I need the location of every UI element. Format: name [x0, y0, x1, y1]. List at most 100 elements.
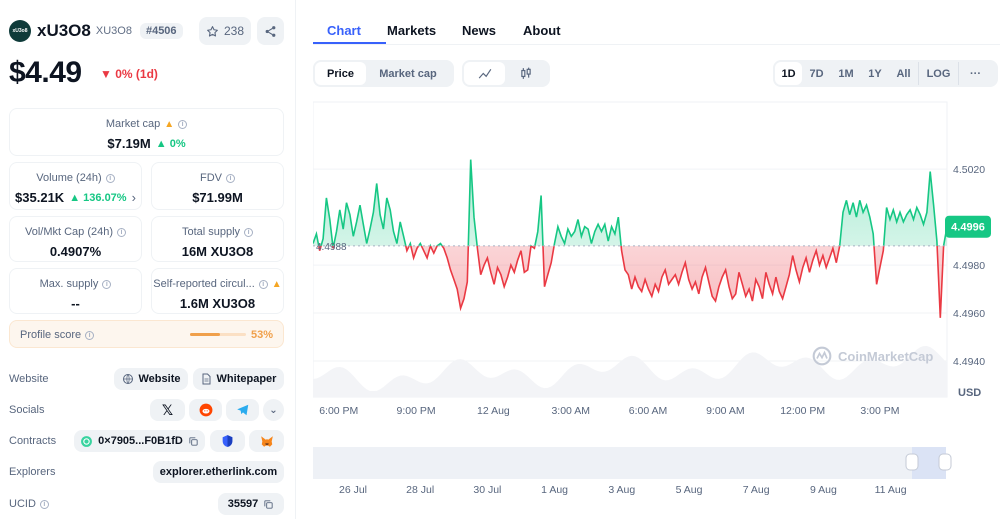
price-chart[interactable]: 4.4988 4.5020 4.4980 4.4960 4.4940 4.4996 USD 6… [313, 100, 1000, 420]
navigator-date-label: 11 Aug [875, 484, 907, 496]
volume-card[interactable]: Volume (24h) i $35.21K ▲ 136.07% › [9, 162, 142, 210]
copy-icon[interactable] [263, 499, 274, 510]
telegram-link[interactable] [226, 399, 259, 421]
price-toggle[interactable]: Price [315, 62, 366, 85]
navigator-date-label: 26 Jul [339, 484, 367, 496]
x-tick-label: 3:00 AM [551, 405, 590, 417]
watchlist-button[interactable]: 238 [199, 17, 251, 45]
info-icon[interactable]: i [39, 499, 49, 509]
market-cap-card: Market cap ▲ i $7.19M ▲ 0% [9, 108, 284, 156]
rank-badge: #4506 [139, 23, 183, 39]
tab-about[interactable]: About [523, 23, 561, 38]
range-navigator[interactable]: 26 Jul 28 Jul 30 Jul 1 Aug 3 Aug 5 Aug 7 Aug 9 … [313, 447, 953, 497]
x-tick-label: 9:00 AM [706, 405, 745, 417]
navigator-date-label: 30 Jul [473, 484, 501, 496]
telegram-icon [236, 404, 248, 416]
coin-name: xU3O8 [37, 21, 91, 40]
fdv-card: FDV i $71.99M [151, 162, 284, 210]
security-audit-button[interactable] [210, 430, 245, 452]
profile-score[interactable]: Profile score i 53% [9, 320, 284, 348]
max-supply-label: Max. supply [39, 278, 99, 290]
line-chart-toggle[interactable] [464, 62, 505, 85]
navigator-track [313, 447, 946, 479]
vol-mkt-card: Vol/Mkt Cap (24h) i 0.4907% [9, 216, 142, 262]
x-tick-label: 3:00 PM [860, 405, 899, 417]
price-area-down [318, 245, 944, 318]
total-supply-label: Total supply [181, 226, 241, 238]
price-change: ▼ 0% (1d) [100, 67, 158, 81]
metamask-button[interactable] [249, 430, 284, 452]
explorer-link-label: explorer.etherlink.com [159, 466, 278, 478]
info-icon[interactable]: i [178, 119, 188, 129]
more-options-button[interactable]: ··· [958, 62, 992, 85]
tab-news[interactable]: News [462, 23, 496, 38]
fdv-label: FDV [200, 172, 222, 184]
range-1m[interactable]: 1M [838, 67, 854, 80]
chevron-right-icon: › [131, 190, 136, 205]
price-line-down [317, 245, 945, 318]
profile-score-label: Profile score [20, 329, 82, 341]
chart-style-toggle [462, 60, 550, 87]
fdv-value: $71.99M [192, 190, 243, 205]
chevron-down-icon: ⌄ [269, 404, 278, 416]
whitepaper-link[interactable]: Whitepaper [193, 368, 284, 390]
tab-markets[interactable]: Markets [387, 23, 437, 38]
y-tick-label: 4.5020 [953, 164, 985, 176]
navigator-date-label: 1 Aug [541, 484, 568, 496]
max-supply-value: -- [71, 296, 80, 311]
ucid-value[interactable]: 35597 [218, 493, 284, 515]
x-tick-label: 12:00 PM [780, 405, 825, 417]
etherlink-chain-icon [81, 435, 93, 447]
profile-score-fill [190, 333, 220, 336]
coin-header: xU3o8 xU3O8 XU3O8 #4506 [9, 20, 183, 42]
navigator-date-label: 3 Aug [608, 484, 635, 496]
info-icon[interactable]: i [102, 279, 112, 289]
x-tick-label: 6:00 PM [319, 405, 358, 417]
navigator-handle-right[interactable] [938, 453, 952, 471]
contracts-row-label: Contracts [9, 435, 57, 447]
self-reported-value: 1.6M XU3O8 [179, 296, 256, 311]
market-cap-toggle[interactable]: Market cap [379, 67, 437, 80]
reddit-link[interactable] [189, 399, 222, 421]
info-icon[interactable]: i [117, 227, 127, 237]
star-icon [207, 25, 218, 37]
share-icon [265, 25, 276, 37]
coin-sidebar: xU3o8 xU3O8 XU3O8 #4506 238 $4.49 ▼ 0% (… [0, 0, 296, 519]
baseline-label: 4.4988 [316, 242, 347, 253]
warning-icon[interactable]: ▲ [271, 278, 282, 290]
log-scale-toggle[interactable]: LOG [918, 62, 958, 85]
range-1d[interactable]: 1D [775, 62, 802, 85]
max-supply-card: Max. supply i -- [9, 268, 142, 314]
range-all[interactable]: All [896, 67, 911, 80]
time-range-selector: 1D 7D 1M 1Y All LOG ··· [773, 60, 998, 87]
contract-address[interactable]: 0×7905...F0B1fD [74, 430, 205, 452]
info-icon[interactable]: i [244, 227, 254, 237]
coinmarketcap-watermark: CoinMarketCap [812, 346, 933, 366]
x-twitter-link[interactable]: 𝕏 [150, 399, 185, 421]
navigator-handle-left[interactable] [905, 453, 919, 471]
current-price: $4.49 [9, 56, 82, 89]
info-icon[interactable]: i [85, 330, 95, 340]
volume-area [313, 346, 947, 397]
watchlist-count: 238 [223, 24, 245, 38]
whitepaper-link-label: Whitepaper [216, 373, 277, 385]
website-link[interactable]: Website [114, 368, 188, 390]
socials-row-label: Socials [9, 404, 45, 416]
range-7d[interactable]: 7D [809, 67, 824, 80]
range-1y[interactable]: 1Y [868, 67, 882, 80]
candlestick-toggle[interactable] [505, 62, 547, 85]
tab-chart[interactable]: Chart [327, 23, 361, 38]
explorer-link[interactable]: explorer.etherlink.com [153, 461, 284, 483]
warning-icon[interactable]: ▲ [164, 118, 175, 130]
y-tick-label: 4.4940 [953, 356, 985, 368]
info-icon[interactable]: i [226, 173, 235, 183]
copy-icon[interactable] [188, 436, 199, 447]
y-unit-label: USD [958, 387, 981, 399]
price-change-value: 0% (1d) [115, 67, 158, 81]
info-icon[interactable]: i [258, 279, 268, 289]
info-icon[interactable]: i [105, 173, 115, 183]
more-socials-button[interactable]: ⌄ [263, 399, 284, 421]
x-tick-label: 6:00 AM [629, 405, 668, 417]
share-button[interactable] [257, 17, 284, 45]
navigator-date-label: 7 Aug [743, 484, 770, 496]
